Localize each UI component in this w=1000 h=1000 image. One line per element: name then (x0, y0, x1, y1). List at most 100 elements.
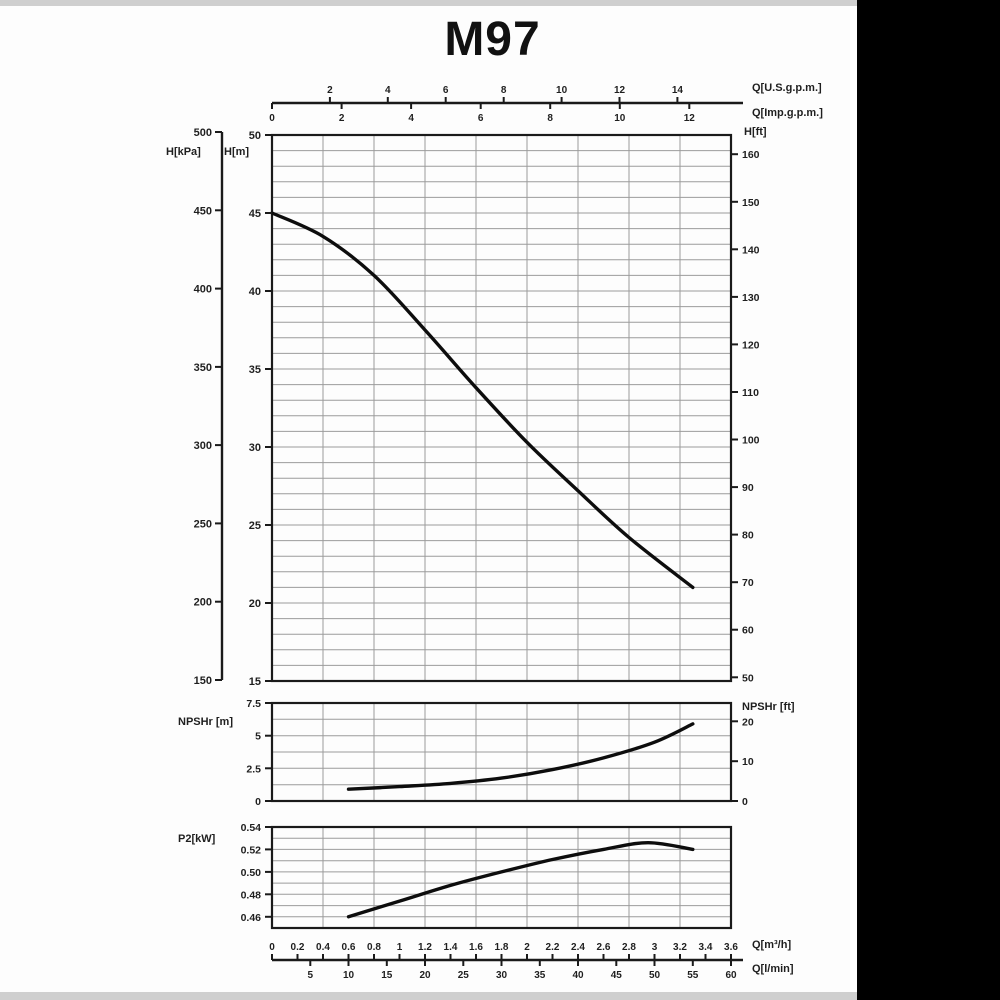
svg-text:60: 60 (742, 625, 754, 637)
svg-text:3.4: 3.4 (699, 942, 713, 953)
svg-text:50: 50 (649, 970, 661, 981)
svg-text:0: 0 (269, 113, 275, 124)
scan-black-band (857, 0, 1000, 1000)
svg-text:0.2: 0.2 (291, 942, 305, 953)
scan-edge-top (0, 0, 860, 6)
svg-text:3.2: 3.2 (673, 942, 687, 953)
svg-text:8: 8 (547, 113, 553, 124)
svg-text:80: 80 (742, 530, 754, 542)
svg-text:0: 0 (255, 796, 261, 808)
svg-text:90: 90 (742, 482, 754, 494)
svg-text:20: 20 (249, 598, 261, 610)
svg-text:10: 10 (556, 85, 568, 96)
svg-text:15: 15 (249, 676, 261, 688)
svg-text:120: 120 (742, 339, 760, 351)
svg-text:45: 45 (611, 970, 623, 981)
svg-text:40: 40 (572, 970, 584, 981)
q-impgpm-axis-label: Q[Imp.g.p.m.] (752, 107, 823, 119)
p2-kw-axis-label: P2[kW] (178, 833, 216, 845)
svg-text:8: 8 (501, 85, 507, 96)
svg-text:5: 5 (308, 970, 314, 981)
svg-text:2.5: 2.5 (246, 763, 261, 775)
svg-text:1.6: 1.6 (469, 942, 483, 953)
svg-text:0.48: 0.48 (241, 889, 262, 901)
svg-text:30: 30 (249, 442, 261, 454)
svg-text:0: 0 (269, 942, 275, 953)
svg-text:400: 400 (194, 284, 212, 296)
page-title: M97 (444, 13, 541, 66)
svg-text:4: 4 (408, 113, 414, 124)
svg-text:20: 20 (419, 970, 431, 981)
svg-text:500: 500 (194, 127, 212, 139)
svg-text:300: 300 (194, 440, 212, 452)
svg-text:0.52: 0.52 (241, 844, 262, 856)
svg-text:2.4: 2.4 (571, 942, 585, 953)
svg-text:40: 40 (249, 286, 261, 298)
svg-text:150: 150 (742, 197, 760, 209)
h-kpa-axis-label: H[kPa] (166, 146, 201, 158)
svg-text:2.6: 2.6 (597, 942, 611, 953)
h-ft-axis-label: H[ft] (744, 126, 767, 138)
svg-text:15: 15 (381, 970, 393, 981)
svg-text:2: 2 (524, 942, 530, 953)
svg-text:3: 3 (652, 942, 658, 953)
svg-text:12: 12 (614, 85, 626, 96)
svg-text:2.8: 2.8 (622, 942, 636, 953)
svg-text:60: 60 (725, 970, 737, 981)
svg-text:10: 10 (742, 756, 754, 768)
h-m-axis-label: H[m] (224, 146, 250, 158)
svg-text:0: 0 (742, 796, 748, 808)
svg-text:130: 130 (742, 292, 760, 304)
svg-text:1: 1 (397, 942, 403, 953)
svg-text:6: 6 (443, 85, 449, 96)
svg-text:110: 110 (742, 387, 759, 399)
svg-text:0.54: 0.54 (241, 822, 262, 834)
svg-text:140: 140 (742, 244, 760, 256)
svg-text:10: 10 (343, 970, 355, 981)
svg-text:7.5: 7.5 (246, 698, 261, 710)
q-usgpm-axis-label: Q[U.S.g.p.m.] (752, 82, 822, 94)
svg-text:25: 25 (458, 970, 470, 981)
svg-text:350: 350 (194, 362, 212, 374)
scan-edge-bottom (0, 992, 860, 1000)
svg-text:0.46: 0.46 (241, 912, 262, 924)
svg-text:35: 35 (534, 970, 546, 981)
svg-text:200: 200 (194, 597, 212, 609)
svg-text:0.8: 0.8 (367, 942, 381, 953)
svg-text:30: 30 (496, 970, 508, 981)
svg-text:1.4: 1.4 (444, 942, 458, 953)
svg-text:55: 55 (687, 970, 699, 981)
svg-text:2: 2 (327, 85, 333, 96)
svg-text:12: 12 (684, 113, 696, 124)
npshr-ft-axis-label: NPSHr [ft] (742, 701, 795, 713)
svg-text:50: 50 (249, 130, 261, 142)
svg-text:250: 250 (194, 518, 212, 530)
npshr-m-axis-label: NPSHr [m] (178, 716, 234, 728)
svg-text:3.6: 3.6 (724, 942, 738, 953)
svg-text:10: 10 (614, 113, 626, 124)
svg-text:70: 70 (742, 577, 754, 589)
svg-text:0.6: 0.6 (342, 942, 356, 953)
svg-text:0.50: 0.50 (241, 867, 262, 879)
svg-text:450: 450 (194, 205, 212, 217)
svg-text:25: 25 (249, 520, 261, 532)
svg-text:1.2: 1.2 (418, 942, 432, 953)
svg-text:6: 6 (478, 113, 484, 124)
svg-text:5: 5 (255, 731, 261, 743)
svg-text:4: 4 (385, 85, 391, 96)
q-lmin-axis-label: Q[l/min] (752, 963, 794, 975)
svg-text:45: 45 (249, 208, 261, 220)
svg-text:2.2: 2.2 (546, 942, 560, 953)
svg-text:20: 20 (742, 716, 754, 728)
svg-text:2: 2 (339, 113, 345, 124)
svg-text:160: 160 (742, 149, 760, 161)
q-m3h-axis-label: Q[m³/h] (752, 939, 792, 951)
svg-text:35: 35 (249, 364, 261, 376)
svg-text:150: 150 (194, 675, 212, 687)
svg-text:14: 14 (672, 85, 684, 96)
svg-text:0.4: 0.4 (316, 942, 330, 953)
svg-text:50: 50 (742, 672, 754, 684)
svg-text:1.8: 1.8 (495, 942, 509, 953)
